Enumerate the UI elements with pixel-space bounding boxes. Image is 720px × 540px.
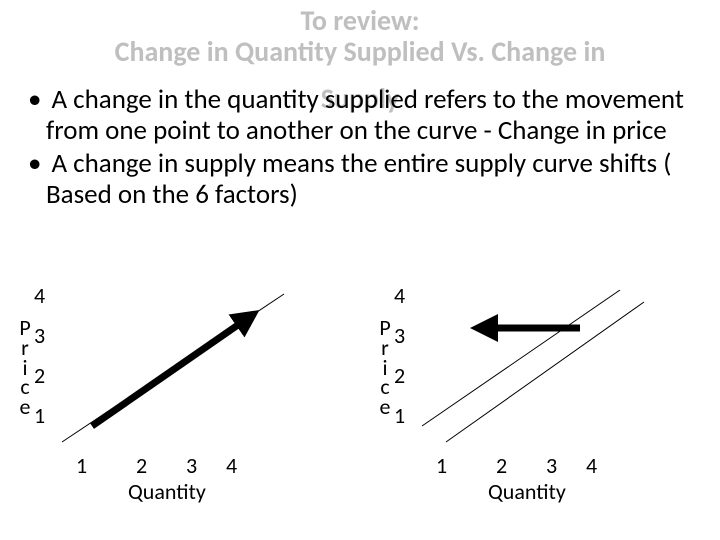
y-tick: 3 bbox=[394, 322, 405, 349]
y-tick: 2 bbox=[394, 362, 405, 389]
chart-svg bbox=[410, 290, 670, 460]
movement-arrow bbox=[92, 318, 248, 426]
y-tick: 4 bbox=[34, 282, 45, 309]
chart-supply-shift: Price 4 3 2 1 1 2 3 4 Quantity bbox=[380, 290, 720, 520]
y-axis-label: Price bbox=[378, 318, 392, 417]
bullet-item: A change in supply means the entire supp… bbox=[10, 148, 714, 210]
chart-area: Price 4 3 2 1 1 2 3 4 Quantity bbox=[0, 290, 720, 540]
y-axis-label: Price bbox=[18, 318, 32, 417]
y-tick: 3 bbox=[34, 322, 45, 349]
supply-line-2 bbox=[422, 290, 620, 426]
title-line-1: To review: bbox=[0, 6, 720, 37]
x-axis-label: Quantity bbox=[488, 478, 566, 505]
slide: To review: Change in Quantity Supplied V… bbox=[0, 0, 720, 540]
y-tick: 1 bbox=[34, 402, 45, 429]
bullet-item: A change in the quantity supplied refers… bbox=[10, 84, 714, 146]
chart-svg bbox=[50, 290, 310, 460]
x-axis-label: Quantity bbox=[128, 478, 206, 505]
title-block: To review: Change in Quantity Supplied V… bbox=[0, 0, 720, 68]
y-tick: 2 bbox=[34, 362, 45, 389]
bullet-list: A change in the quantity supplied refers… bbox=[10, 84, 714, 212]
chart-quantity-supplied: Price 4 3 2 1 1 2 3 4 Quantity bbox=[20, 290, 360, 520]
y-tick: 4 bbox=[394, 282, 405, 309]
y-tick: 1 bbox=[394, 402, 405, 429]
supply-line-1 bbox=[446, 302, 644, 442]
title-line-2: Change in Quantity Supplied Vs. Change i… bbox=[0, 37, 720, 68]
